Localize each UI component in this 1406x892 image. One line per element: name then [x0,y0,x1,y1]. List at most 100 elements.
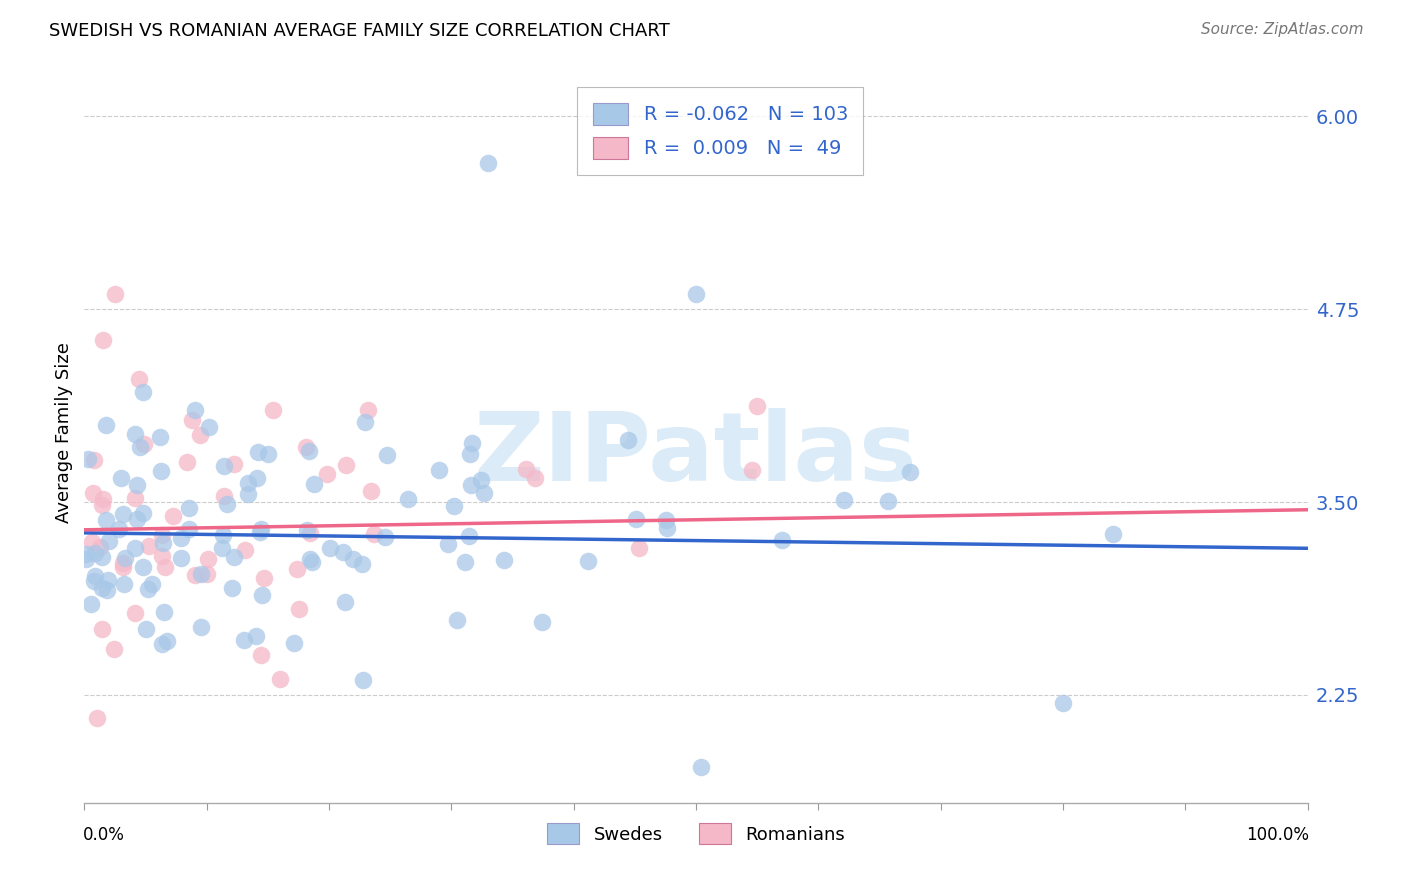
Point [689,760,711,774]
Point [457,529,479,543]
Text: 100.0%: 100.0% [1246,826,1309,844]
Point [288,602,311,616]
Point [252,588,274,602]
Point [190,567,212,582]
Point [141,576,163,591]
Point [170,531,193,545]
Point [150,549,173,563]
Point [86,711,108,725]
Point [104,286,127,301]
Point [335,458,357,472]
Point [876,494,898,508]
Point [233,543,256,558]
Point [655,513,678,527]
Point [83,452,105,467]
Point [80,597,103,611]
Point [333,595,356,609]
Point [436,537,458,551]
Point [297,524,319,538]
Point [75,552,97,566]
Point [91,550,114,565]
Point [353,673,375,687]
Point [298,444,321,458]
Point [110,471,132,485]
Point [576,554,599,568]
Point [96,513,118,527]
Point [454,555,477,569]
Point [304,476,326,491]
Point [170,550,193,565]
Point [132,506,155,520]
Point [685,286,707,301]
Point [1052,696,1074,710]
Point [530,615,553,629]
Point [246,470,269,484]
Point [354,415,377,429]
Point [190,620,212,634]
Point [83,569,105,583]
Point [153,605,176,619]
Point [245,629,267,643]
Point [211,541,233,555]
Point [360,484,382,499]
Point [150,637,173,651]
Point [221,581,243,595]
Point [153,560,176,574]
Point [97,573,120,587]
Point [91,333,114,347]
Point [103,642,125,657]
Point [396,492,419,507]
Point [149,464,172,478]
Point [299,526,322,541]
Point [84,546,107,560]
Point [82,486,104,500]
Point [93,491,115,506]
Point [655,520,678,534]
Point [96,583,118,598]
Point [294,440,316,454]
Point [188,428,211,442]
Point [374,530,396,544]
Point [138,539,160,553]
Point [184,567,207,582]
Point [898,465,921,479]
Point [128,440,150,454]
Point [212,459,235,474]
Point [832,492,855,507]
Point [80,534,103,549]
Point [162,509,184,524]
Point [124,541,146,556]
Point [492,553,515,567]
Point [253,571,276,585]
Point [211,527,233,541]
Point [247,445,270,459]
Point [236,486,259,500]
Point [262,402,284,417]
Y-axis label: Average Family Size: Average Family Size [55,343,73,523]
Point [134,436,156,450]
Point [152,536,174,550]
Point [91,582,114,596]
Point [111,556,134,570]
Point [76,452,98,467]
Point [446,613,468,627]
Point [301,555,323,569]
Legend: Swedes, Romanians: Swedes, Romanians [537,814,855,853]
Point [474,485,496,500]
Point [83,574,105,588]
Point [342,551,364,566]
Point [250,648,273,662]
Point [132,384,155,399]
Point [114,551,136,566]
Point [112,560,135,574]
Point [198,420,221,434]
Point [212,490,235,504]
Point [138,582,160,596]
Point [107,522,129,536]
Point [515,461,537,475]
Point [177,501,200,516]
Point [477,155,499,169]
Point [197,551,219,566]
Point [224,457,246,471]
Point [770,533,793,547]
